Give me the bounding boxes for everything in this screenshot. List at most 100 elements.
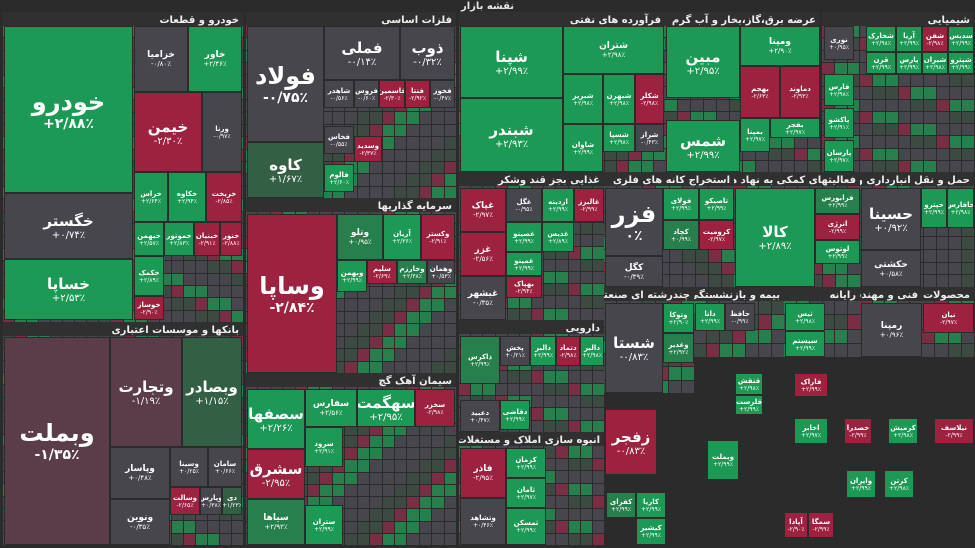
small-stock-tile[interactable] [370,286,382,299]
small-stock-tile[interactable] [219,310,231,322]
small-stock-tile[interactable] [962,136,974,148]
small-stock-tile[interactable] [332,497,345,509]
small-stock-tile[interactable] [207,298,219,310]
stock-tile[interactable]: وپارس +۰/۳۸٪ [200,487,222,515]
small-stock-tile[interactable] [885,136,898,148]
stock-tile[interactable]: آپادا -۲/۹۰٪ [784,512,808,538]
small-stock-tile[interactable] [432,460,444,472]
small-stock-tile[interactable] [357,423,370,435]
small-stock-tile[interactable] [394,497,407,509]
small-stock-tile[interactable] [345,521,357,533]
small-stock-tile[interactable] [345,435,357,448]
small-stock-tile[interactable] [370,336,382,349]
small-stock-tile[interactable] [532,296,544,308]
stock-tile[interactable]: بفجر +۲/۹۷٪ [770,118,820,138]
small-stock-tile[interactable] [948,343,961,357]
small-stock-tile[interactable] [580,284,592,296]
small-stock-tile[interactable] [219,285,231,298]
small-stock-tile[interactable] [568,371,580,383]
small-stock-tile[interactable] [370,349,382,361]
stock-tile[interactable]: بهپاک -۲/۹۴٪ [506,276,542,298]
small-stock-tile[interactable] [345,336,357,349]
small-stock-tile[interactable] [669,380,681,393]
small-stock-tile[interactable] [580,308,592,320]
small-stock-tile[interactable] [936,224,949,236]
small-stock-tile[interactable] [382,137,394,149]
small-stock-tile[interactable] [695,249,708,262]
small-stock-tile[interactable] [370,448,382,460]
small-stock-tile[interactable] [592,408,604,420]
small-stock-tile[interactable] [219,533,231,545]
stock-tile[interactable]: کرمان +۲/۹۹٪ [506,448,546,478]
small-stock-tile[interactable] [519,308,531,320]
stock-tile[interactable]: شفن -۲/۹۸٪ [922,26,948,52]
small-stock-tile[interactable] [885,99,898,111]
small-stock-tile[interactable] [394,472,407,484]
small-stock-tile[interactable] [568,247,580,259]
small-stock-tile[interactable] [407,149,419,161]
small-stock-tile[interactable] [544,308,556,320]
stock-tile[interactable]: قلرست +۲/۹۹٪ [735,395,763,415]
small-stock-tile[interactable] [370,509,382,521]
small-stock-tile[interactable] [382,174,394,186]
small-stock-tile[interactable] [345,472,357,484]
stock-tile[interactable]: ذاکرس +۲/۹۹٪ [460,336,500,384]
stock-tile[interactable]: غبشهر -۰/۳۵٪ [460,276,506,320]
stock-tile[interactable]: دماوند -۲/۹۳٪ [780,66,820,118]
small-stock-tile[interactable] [195,521,207,533]
stock-tile[interactable]: لوتوس +۲/۹۹٪ [815,240,860,264]
small-stock-tile[interactable] [419,149,432,161]
small-stock-tile[interactable] [568,271,580,284]
small-stock-tile[interactable] [495,371,507,383]
small-stock-tile[interactable] [822,315,835,329]
stock-tile[interactable]: دالبر +۲/۹۸٪ [580,336,604,366]
small-stock-tile[interactable] [782,160,794,172]
small-stock-tile[interactable] [171,261,183,273]
small-stock-tile[interactable] [759,343,771,357]
small-stock-tile[interactable] [394,435,407,448]
small-stock-tile[interactable] [835,343,848,357]
small-stock-tile[interactable] [357,299,370,311]
small-stock-tile[interactable] [183,310,195,322]
small-stock-tile[interactable] [407,509,419,521]
small-stock-tile[interactable] [936,99,949,111]
small-stock-tile[interactable] [432,324,444,336]
small-stock-tile[interactable] [592,521,604,533]
small-stock-tile[interactable] [382,435,394,448]
small-stock-tile[interactable] [860,124,872,136]
small-stock-tile[interactable] [407,311,419,324]
small-stock-tile[interactable] [407,336,419,349]
small-stock-tile[interactable] [207,273,219,285]
small-stock-tile[interactable] [949,262,962,275]
stock-tile[interactable]: وخارزم +۲/۳۸٪ [397,260,427,284]
small-stock-tile[interactable] [822,329,835,343]
small-stock-tile[interactable] [382,299,394,311]
small-stock-tile[interactable] [419,299,432,311]
small-stock-tile[interactable] [382,336,394,349]
small-stock-tile[interactable] [219,298,231,310]
small-stock-tile[interactable] [495,383,507,395]
small-stock-tile[interactable] [207,533,219,545]
small-stock-tile[interactable] [419,174,432,186]
stock-tile[interactable]: کرتن +۲/۹۸٪ [884,470,914,498]
small-stock-tile[interactable] [320,149,332,161]
stock-tile[interactable]: سشرق -۲/۹۵٪ [247,449,305,499]
small-stock-tile[interactable] [419,286,432,299]
stock-tile[interactable]: سصفها +۲/۲۶٪ [247,389,305,449]
small-stock-tile[interactable] [911,124,923,136]
small-stock-tile[interactable] [898,75,911,87]
small-stock-tile[interactable] [345,186,357,198]
small-stock-tile[interactable] [772,343,784,357]
small-stock-tile[interactable] [962,237,974,249]
small-stock-tile[interactable] [885,75,898,87]
stock-tile[interactable]: خوساز -۲/۹۰٪ [134,296,164,320]
small-stock-tile[interactable] [772,301,784,315]
stock-tile[interactable]: سرود +۲/۹۱٪ [305,427,343,467]
stock-tile[interactable]: سیستم +۲/۹۹٪ [785,331,825,357]
small-stock-tile[interactable] [707,343,719,357]
small-stock-tile[interactable] [382,186,394,198]
small-stock-tile[interactable] [592,533,604,545]
small-stock-tile[interactable] [432,484,444,497]
stock-tile[interactable]: کرمیش +۲/۹۸٪ [888,418,918,444]
small-stock-tile[interactable] [873,124,885,136]
